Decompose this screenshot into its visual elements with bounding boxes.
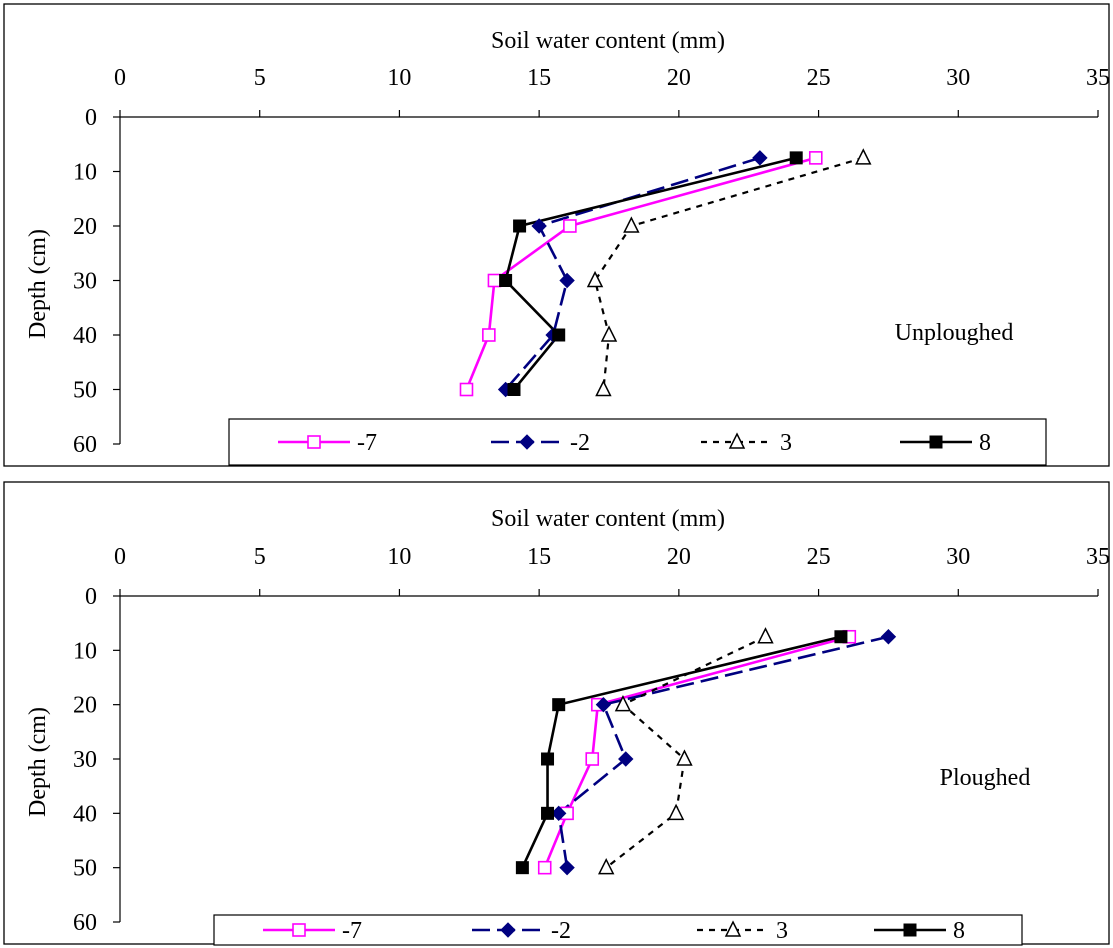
legend-marker bbox=[519, 434, 535, 450]
data-point bbox=[515, 861, 529, 875]
series-line-3 bbox=[593, 156, 864, 390]
y-tick-label: 60 bbox=[73, 432, 97, 458]
chart-ploughed-svg: Soil water content (mm) Depth (cm) Ploug… bbox=[3, 481, 1110, 946]
data-point bbox=[482, 328, 496, 342]
x-tick-label: 15 bbox=[527, 544, 551, 570]
data-point bbox=[614, 694, 632, 712]
data-point bbox=[559, 272, 575, 289]
data-point bbox=[586, 270, 604, 288]
legend-marker bbox=[292, 923, 306, 937]
data-point bbox=[541, 806, 555, 820]
y-tick-label: 40 bbox=[73, 801, 97, 827]
x-tick-label: 25 bbox=[807, 65, 831, 91]
data-point bbox=[757, 627, 774, 644]
x-tick-label: 15 bbox=[527, 65, 551, 91]
data-point bbox=[559, 859, 575, 876]
y-tick-label: 30 bbox=[73, 269, 97, 295]
legend-label: -7 bbox=[357, 430, 377, 456]
x-axis-label: Soil water content (mm) bbox=[491, 28, 725, 54]
x-tick-label: 20 bbox=[667, 65, 691, 91]
legend-marker bbox=[728, 432, 746, 449]
legend-label: 3 bbox=[776, 918, 788, 944]
data-point bbox=[552, 698, 566, 712]
y-tick-label: 20 bbox=[73, 693, 97, 719]
data-point bbox=[618, 751, 634, 767]
y-tick-label: 60 bbox=[73, 910, 97, 936]
data-point bbox=[531, 218, 547, 234]
x-tick-label: 5 bbox=[254, 544, 266, 570]
y-tick-label: 50 bbox=[73, 378, 97, 404]
data-point bbox=[507, 383, 521, 396]
series-line-3 bbox=[605, 635, 766, 869]
data-point bbox=[550, 805, 567, 822]
y-tick-label: 0 bbox=[85, 105, 97, 131]
data-point bbox=[597, 857, 615, 875]
data-point bbox=[537, 860, 552, 875]
x-tick-label: 0 bbox=[114, 65, 126, 91]
data-point bbox=[552, 328, 566, 342]
y-axis-label: Depth (cm) bbox=[25, 707, 51, 817]
legend: -7 -2 3 8 bbox=[278, 430, 991, 456]
x-tick-label: 5 bbox=[254, 65, 266, 91]
legend-label: -2 bbox=[551, 918, 571, 944]
legend-marker bbox=[307, 435, 321, 449]
data-point bbox=[752, 150, 768, 166]
chart-unploughed-svg: Soil water content (mm) Depth (cm) Unplo… bbox=[3, 3, 1110, 467]
chart-unploughed: Soil water content (mm) Depth (cm) Unplo… bbox=[0, 0, 1113, 470]
panel-annotation: Unploughed bbox=[895, 320, 1014, 346]
data-point bbox=[834, 630, 848, 644]
data-point bbox=[880, 629, 897, 645]
data-point bbox=[513, 219, 527, 233]
legend-marker bbox=[903, 923, 917, 937]
legend-label: -7 bbox=[342, 918, 362, 944]
data-point bbox=[563, 219, 577, 233]
data-point bbox=[459, 382, 474, 397]
x-tick-label: 20 bbox=[667, 544, 691, 570]
legend: -7 -2 3 8 bbox=[263, 918, 965, 944]
data-point bbox=[499, 274, 513, 287]
y-tick-label: 30 bbox=[73, 747, 97, 773]
legend-label: 3 bbox=[780, 430, 792, 456]
x-tick-label: 30 bbox=[946, 544, 970, 570]
legend-marker bbox=[724, 920, 742, 937]
legend-label: 8 bbox=[953, 918, 965, 944]
panel-annotation: Ploughed bbox=[940, 765, 1031, 791]
x-tick-label: 30 bbox=[946, 65, 970, 91]
legend-marker bbox=[929, 435, 943, 449]
data-point bbox=[585, 752, 600, 766]
y-tick-label: 0 bbox=[85, 584, 97, 610]
data-point bbox=[600, 325, 618, 342]
x-axis-label: Soil water content (mm) bbox=[491, 506, 725, 532]
x-tick-label: 25 bbox=[807, 544, 831, 570]
chart-ploughed: Soil water content (mm) Depth (cm) Ploug… bbox=[0, 478, 1113, 948]
data-point bbox=[667, 803, 685, 821]
data-point bbox=[623, 216, 640, 233]
x-tick-label: 10 bbox=[387, 65, 411, 91]
plot-area: 0 5 10 15 20 25 30 35 0 10 20 30 40 50 60 bbox=[73, 65, 1110, 458]
y-tick-label: 10 bbox=[73, 160, 97, 186]
x-tick-label: 35 bbox=[1086, 544, 1110, 570]
legend-label: 8 bbox=[979, 430, 991, 456]
legend-label: -2 bbox=[570, 430, 590, 456]
data-point bbox=[808, 151, 823, 165]
data-point bbox=[487, 273, 502, 288]
legend-marker bbox=[500, 922, 516, 938]
data-point bbox=[595, 696, 612, 713]
data-point bbox=[855, 148, 872, 165]
y-tick-label: 50 bbox=[73, 856, 97, 882]
y-tick-label: 40 bbox=[73, 323, 97, 349]
y-tick-label: 10 bbox=[73, 638, 97, 664]
x-tick-label: 10 bbox=[387, 544, 411, 570]
data-point bbox=[541, 752, 555, 766]
plot-area: 0 5 10 15 20 25 30 35 0 10 20 30 40 50 60 bbox=[73, 544, 1110, 936]
data-point bbox=[595, 379, 612, 397]
y-tick-label: 20 bbox=[73, 214, 97, 240]
x-tick-label: 0 bbox=[114, 544, 126, 570]
data-point bbox=[789, 151, 803, 165]
data-point bbox=[676, 749, 693, 766]
y-axis-label: Depth (cm) bbox=[25, 229, 51, 339]
x-tick-label: 35 bbox=[1086, 65, 1110, 91]
